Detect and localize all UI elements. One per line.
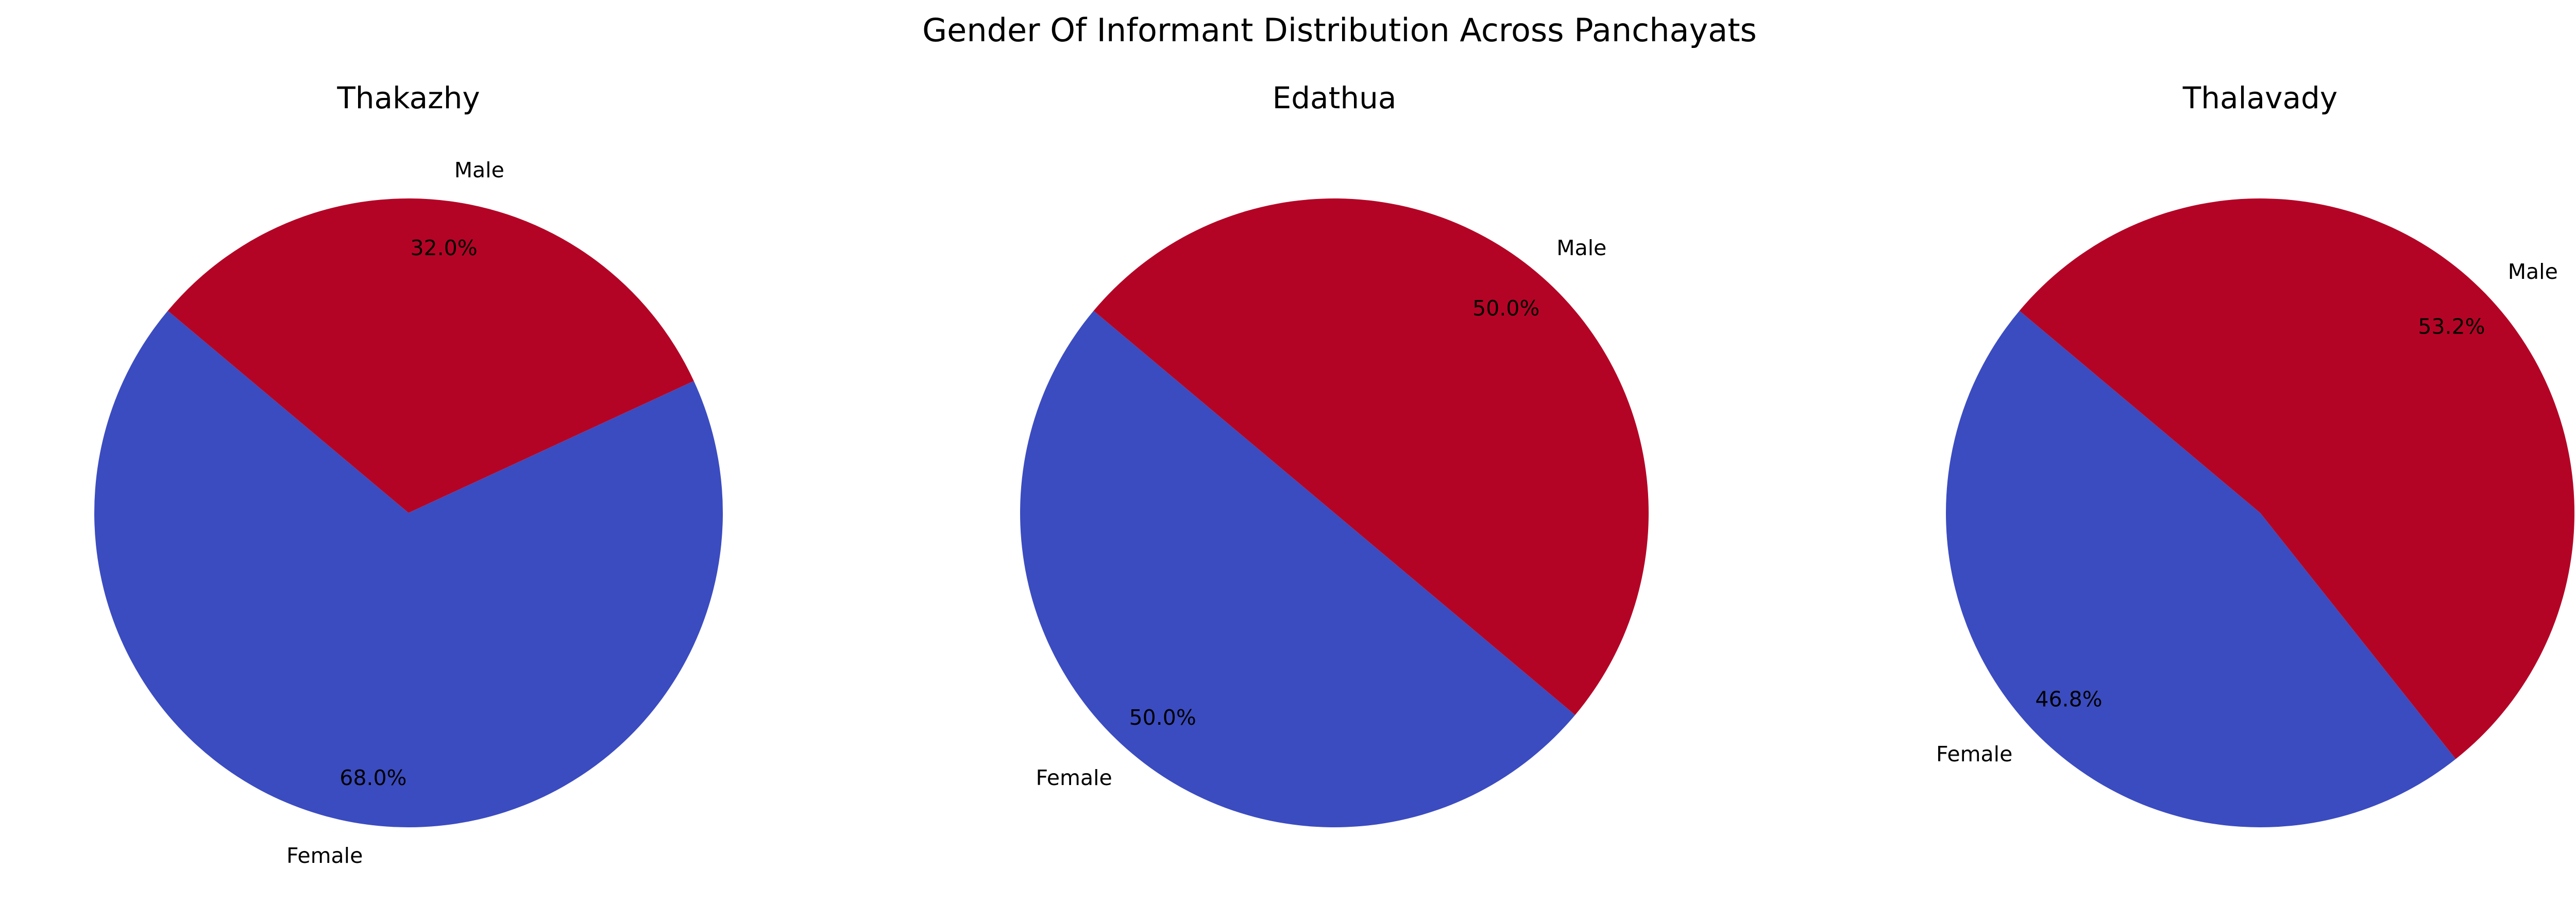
pie-slice-edathua-male: [1093, 198, 1649, 715]
pie-chart-thalavady: Thalavady Female 46.8% Male 53.2%: [1936, 80, 2574, 828]
pie-label-thakazhy-male: Male: [454, 158, 504, 182]
pie-label-thalavady-female: Female: [1936, 742, 2012, 766]
pie-percent-thalavady-male: 53.2%: [2418, 314, 2485, 339]
pie-title-edathua: Edathua: [1273, 80, 1397, 115]
pie-percent-edathua-female: 50.0%: [1129, 705, 1196, 730]
figure-title: Gender Of Informant Distribution Across …: [922, 11, 1757, 49]
pie-slice-thalavady-male: [2019, 198, 2574, 759]
pie-label-thakazhy-female: Female: [286, 843, 363, 868]
pie-label-thalavady-male: Male: [2508, 259, 2558, 284]
pie-percent-thakazhy-male: 32.0%: [410, 236, 477, 260]
pie-percent-thalavady-female: 46.8%: [2035, 687, 2102, 712]
pie-slice-thakazhy-female: [94, 310, 723, 827]
pie-percent-thakazhy-female: 68.0%: [340, 765, 406, 790]
pie-slice-edathua-female: [1020, 310, 1575, 828]
pie-title-thalavady: Thalavady: [2182, 80, 2337, 115]
pie-slice-thalavady-female: [1945, 310, 2456, 828]
pie-title-thakazhy: Thakazhy: [336, 80, 480, 115]
pie-chart-edathua: Edathua Female 50.0% Male 50.0%: [1020, 80, 1649, 828]
pie-chart-thakazhy: Thakazhy Female 68.0% Male 32.0%: [94, 80, 723, 868]
pie-label-edathua-male: Male: [1556, 236, 1606, 260]
pie-label-edathua-female: Female: [1036, 765, 1112, 790]
pie-slice-thakazhy-male: [167, 198, 694, 513]
pie-percent-edathua-male: 50.0%: [1472, 296, 1539, 321]
